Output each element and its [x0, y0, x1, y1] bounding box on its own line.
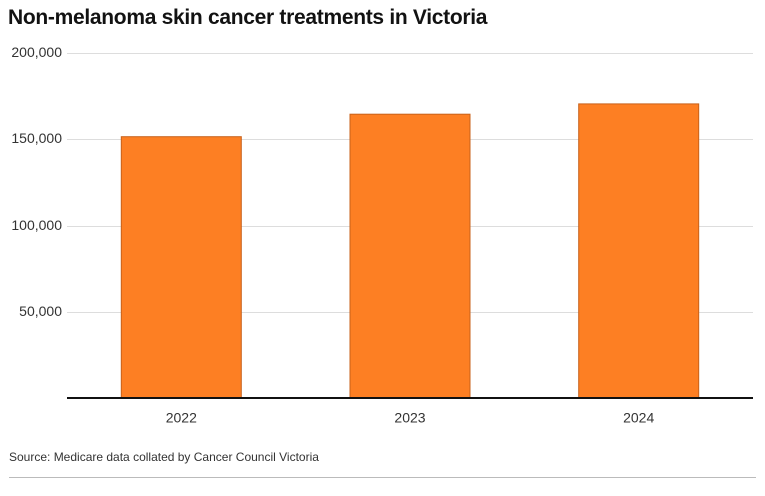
y-tick-label: 100,000: [11, 217, 62, 233]
source-note: Source: Medicare data collated by Cancer…: [9, 450, 319, 464]
y-tick-label: 50,000: [19, 303, 62, 319]
chart-title: Non-melanoma skin cancer treatments in V…: [8, 6, 488, 29]
x-tick-label: 2023: [394, 410, 425, 426]
y-axis-tick-labels: 50,000 100,000 150,000 200,000: [11, 44, 62, 319]
bar-chart: 50,000 100,000 150,000 200,000 2022 2023 2024: [11, 44, 753, 426]
bars: [120, 103, 700, 399]
x-tick-label: 2022: [166, 410, 197, 426]
footer-divider: [9, 477, 756, 478]
bar-2022: [120, 136, 242, 399]
x-tick-label: 2024: [623, 410, 654, 426]
bar-2023: [349, 113, 471, 399]
bar-2024: [578, 103, 700, 399]
x-axis-tick-labels: 2022 2023 2024: [166, 410, 655, 426]
y-tick-label: 200,000: [11, 44, 62, 60]
y-tick-label: 150,000: [11, 130, 62, 146]
